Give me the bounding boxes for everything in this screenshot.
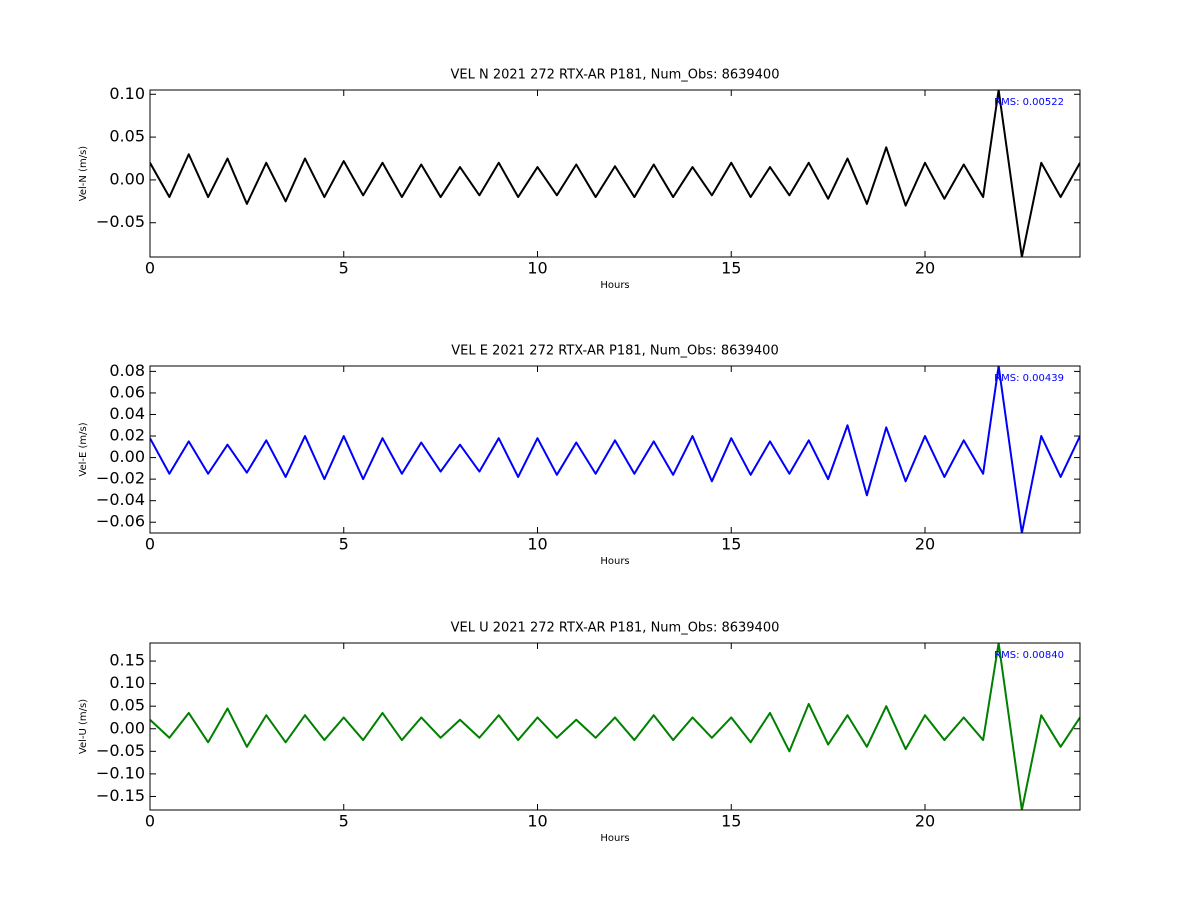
subplot: VEL E 2021 272 RTX-AR P181, Num_Obs: 863… — [78, 344, 1081, 567]
y-tick-label: −0.05 — [96, 212, 145, 231]
y-tick-label: −0.04 — [96, 490, 145, 509]
chart-title: VEL N 2021 272 RTX-AR P181, Num_Obs: 863… — [451, 68, 780, 83]
y-tick-label: −0.06 — [96, 512, 145, 531]
subplot: VEL N 2021 272 RTX-AR P181, Num_Obs: 863… — [78, 68, 1081, 291]
x-tick-label: 5 — [339, 812, 349, 831]
y-tick-label: −0.02 — [96, 469, 145, 488]
x-axis-label: Hours — [600, 833, 629, 844]
data-line — [150, 90, 1080, 257]
y-tick-label: 0.00 — [109, 718, 145, 737]
x-tick-label: 20 — [915, 812, 935, 831]
y-tick-label: 0.02 — [109, 426, 145, 445]
x-tick-label: 10 — [527, 535, 547, 554]
y-tick-label: −0.15 — [96, 786, 145, 805]
y-tick-label: 0.08 — [109, 361, 145, 380]
x-tick-label: 0 — [145, 812, 155, 831]
x-tick-label: 10 — [527, 259, 547, 278]
rms-annotation: RMS: 0.00439 — [994, 373, 1064, 384]
x-axis-label: Hours — [600, 556, 629, 567]
subplot: VEL U 2021 272 RTX-AR P181, Num_Obs: 863… — [78, 621, 1081, 844]
chart-title: VEL U 2021 272 RTX-AR P181, Num_Obs: 863… — [451, 621, 780, 636]
x-tick-label: 5 — [339, 535, 349, 554]
y-tick-label: 0.05 — [109, 127, 145, 146]
data-line — [150, 643, 1080, 810]
x-tick-label: 5 — [339, 259, 349, 278]
y-tick-label: 0.05 — [109, 696, 145, 715]
x-axis-label: Hours — [600, 280, 629, 291]
axes-frame — [149, 89, 1081, 258]
y-tick-label: 0.10 — [109, 84, 145, 103]
y-tick-label: 0.10 — [109, 673, 145, 692]
y-tick-label: 0.00 — [109, 447, 145, 466]
axes-frame — [149, 365, 1081, 534]
y-axis-label: Vel-U (m/s) — [78, 699, 89, 754]
axes-frame — [149, 642, 1081, 811]
data-line — [150, 366, 1080, 533]
y-tick-label: 0.06 — [109, 382, 145, 401]
rms-annotation: RMS: 0.00840 — [994, 650, 1064, 661]
y-tick-label: 0.00 — [109, 169, 145, 188]
y-tick-label: 0.15 — [109, 651, 145, 670]
x-tick-label: 0 — [145, 259, 155, 278]
y-tick-label: −0.10 — [96, 763, 145, 782]
x-tick-label: 15 — [721, 812, 741, 831]
y-axis-label: Vel-E (m/s) — [78, 422, 89, 476]
y-tick-label: −0.05 — [96, 741, 145, 760]
rms-annotation: RMS: 0.00522 — [994, 97, 1064, 108]
x-tick-label: 0 — [145, 535, 155, 554]
x-tick-label: 15 — [721, 535, 741, 554]
x-tick-label: 20 — [915, 535, 935, 554]
y-axis-label: Vel-N (m/s) — [78, 146, 89, 201]
x-tick-label: 10 — [527, 812, 547, 831]
x-tick-label: 20 — [915, 259, 935, 278]
chart-title: VEL E 2021 272 RTX-AR P181, Num_Obs: 863… — [451, 344, 778, 359]
x-tick-label: 15 — [721, 259, 741, 278]
y-tick-label: 0.04 — [109, 404, 145, 423]
